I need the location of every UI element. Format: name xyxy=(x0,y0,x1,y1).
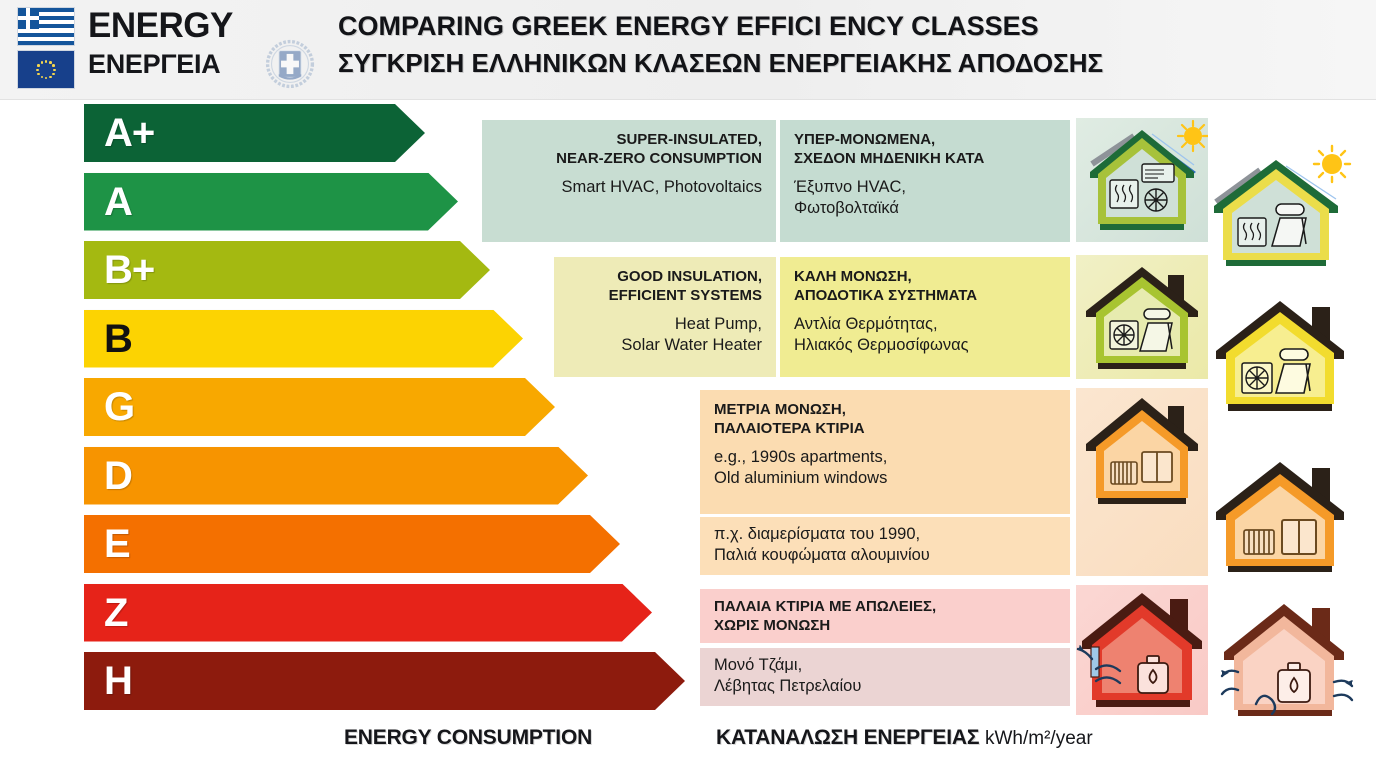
energy-class-label: A+ xyxy=(104,111,155,155)
energy-class-bar-a[interactable]: A xyxy=(84,173,458,231)
wordmark-greek: ΕΝΕΡΓΕΙΑ xyxy=(88,49,221,79)
house-free-tier4 xyxy=(1208,594,1368,724)
page-title-english: COMPARING GREEK ENERGY EFFICI ENCY CLASS… xyxy=(338,11,1039,41)
footer: ENERGY CONSUMPTION ΚΑΤΑΝΑΛΩΣΗ ΕΝΕΡΓΕΙΑΣ … xyxy=(0,722,1376,768)
panel-tier3-greek: π.χ. διαμερίσματα του 1990, Παλιά κουφώμα… xyxy=(700,517,1070,575)
eu-flag-icon xyxy=(18,51,74,88)
flag-stack xyxy=(18,8,74,88)
panel-tier2-english: GOOD INSULATION, EFFICIENT SYSTEMS Heat P… xyxy=(554,257,776,377)
energy-class-bar-b[interactable]: B xyxy=(84,310,523,368)
panel-heading: ΥΠΕΡ-ΜΟΝΩΜΕΝΑ, ΣΧΕΔΟΝ ΜΗΔΕΝΙΚΗ ΚΑΤΑ xyxy=(794,131,985,167)
footer-label-greek: ΚΑΤΑΝΑΛΩΣΗ ΕΝΕΡΓΕΙΑΣ xyxy=(716,726,980,749)
page-title-greek: ΣΥΓΚΡΙΣΗ ΕΛΛΗΝΙΚΩΝ ΚΛΑΣΕΩΝ ΕΝΕΡΓΕΙΑΚΗΣ Α… xyxy=(338,48,1104,78)
energy-class-label: G xyxy=(104,385,135,429)
energy-class-bar-d[interactable]: D xyxy=(84,447,588,505)
house-tile-tier2 xyxy=(1076,255,1208,379)
panel-heading: ΠΑΛΑΙΑ ΚΤΙΡΙΑ ΜΕ ΑΠΩΛΕΙΕΣ, ΧΩΡΙΣ ΜΟΝΩΣΗ xyxy=(714,598,937,634)
panel-subtext: Heat Pump, Solar Water Heater xyxy=(621,315,762,354)
energy-class-label: Z xyxy=(104,590,128,635)
header-bar: ENERGY ΕΝΕΡΓΕΙΑ COMPARING GREEK ENERGY E… xyxy=(0,0,1376,100)
house-free-tier1 xyxy=(1206,140,1356,270)
wordmark: ENERGY ΕΝΕΡΓΕΙΑ xyxy=(88,6,263,94)
panel-heading: SUPER-INSULATED, NEAR-ZERO CONSUMPTION xyxy=(556,131,762,167)
footer-label-english: ENERGY CONSUMPTION xyxy=(344,726,593,749)
panel-subtext: Αντλία Θερμότητας, Ηλιακός Θερμοσίφωνας xyxy=(794,315,969,354)
panel-subtext: e.g., 1990s apartments, Old aluminium win… xyxy=(714,448,888,487)
panel-heading: GOOD INSULATION, EFFICIENT SYSTEMS xyxy=(608,268,762,304)
energy-class-label: D xyxy=(104,453,132,498)
energy-class-label: A xyxy=(104,179,132,224)
title-block: COMPARING GREEK ENERGY EFFICI ENCY CLASS… xyxy=(338,8,1358,82)
energy-class-bar-aplus[interactable]: A+ xyxy=(84,104,425,162)
panel-tier4-greek-heading: ΠΑΛΑΙΑ ΚΤΙΡΙΑ ΜΕ ΑΠΩΛΕΙΕΣ, ΧΩΡΙΣ ΜΟΝΩΣΗ xyxy=(700,589,1070,643)
house-salmon-oiltank-heatloss-icon xyxy=(1220,604,1354,716)
house-orange-radiator-icon xyxy=(1086,398,1198,504)
panel-tier4-greek-sub: Μονό Τζάμι, Λέβητας Πετρελαίου xyxy=(700,648,1070,706)
house-red-oiltank-heatloss-icon xyxy=(1076,593,1202,707)
energy-class-bar-g[interactable]: G xyxy=(84,378,555,436)
house-green-solar-hvac-icon xyxy=(1090,119,1210,230)
house-tile-tier1 xyxy=(1076,118,1210,242)
house-orange-radiator-window-icon xyxy=(1216,462,1344,572)
panel-subtext: Μονό Τζάμι, Λέβητας Πετρελαίου xyxy=(714,656,862,695)
energy-class-label: E xyxy=(104,522,130,566)
wordmark-english: ENERGY xyxy=(88,6,233,45)
energy-class-bar-z[interactable]: Z xyxy=(84,584,652,642)
footer-unit: kWh/m²/year xyxy=(985,728,1093,749)
energy-class-bar-h[interactable]: H xyxy=(84,652,685,710)
house-free-tier2 xyxy=(1208,285,1358,415)
house-tile-tier3 xyxy=(1076,388,1208,576)
house-olive-heatpump-icon xyxy=(1086,267,1198,369)
energy-class-bars: A+ A B+ B G D E Z H xyxy=(0,104,760,718)
panel-tier2-greek: ΚΑΛΗ ΜΟΝΩΣΗ, ΑΠΟΔΟΤΙΚΑ ΣΥΣΤΗΜΑΤΑ Αντλία Θ… xyxy=(780,257,1070,377)
house-green-solar-water-heater-icon xyxy=(1214,144,1352,266)
panel-tier3-english: ΜΕΤΡΙΑ ΜΟΝΩΣΗ, ΠΑΛΑΙΟΤΕΡΑ ΚΤΙΡΙΑ e.g., 19… xyxy=(700,390,1070,514)
panel-subtext: Smart HVAC, Photovoltaics xyxy=(561,178,762,196)
panel-tier1-english: SUPER-INSULATED, NEAR-ZERO CONSUMPTION Sm… xyxy=(482,120,776,242)
greek-coat-of-arms-icon xyxy=(265,39,315,89)
energy-class-bar-e[interactable]: E xyxy=(84,515,620,573)
panel-heading: ΚΑΛΗ ΜΟΝΩΣΗ, ΑΠΟΔΟΤΙΚΑ ΣΥΣΤΗΜΑΤΑ xyxy=(794,268,978,304)
energy-class-label: H xyxy=(104,659,132,703)
greek-flag-icon xyxy=(18,8,74,45)
panel-subtext: Έξυπνο HVAC, Φωτοβολταϊκά xyxy=(794,178,906,217)
house-tile-tier4 xyxy=(1076,585,1208,715)
panel-tier1-greek: ΥΠΕΡ-ΜΟΝΩΜΕΝΑ, ΣΧΕΔΟΝ ΜΗΔΕΝΙΚΗ ΚΑΤΑ Έξυπν… xyxy=(780,120,1070,242)
house-yellow-heatpump-icon xyxy=(1216,301,1344,411)
energy-class-label: B xyxy=(104,316,132,361)
panel-subtext: π.χ. διαμερίσματα του 1990, Παλιά κουφώμα… xyxy=(714,525,930,564)
house-free-tier3 xyxy=(1208,450,1358,578)
energy-class-label: B+ xyxy=(104,248,155,292)
panel-heading: ΜΕΤΡΙΑ ΜΟΝΩΣΗ, ΠΑΛΑΙΟΤΕΡΑ ΚΤΙΡΙΑ xyxy=(714,401,865,437)
energy-class-bar-bplus[interactable]: B+ xyxy=(84,241,490,299)
